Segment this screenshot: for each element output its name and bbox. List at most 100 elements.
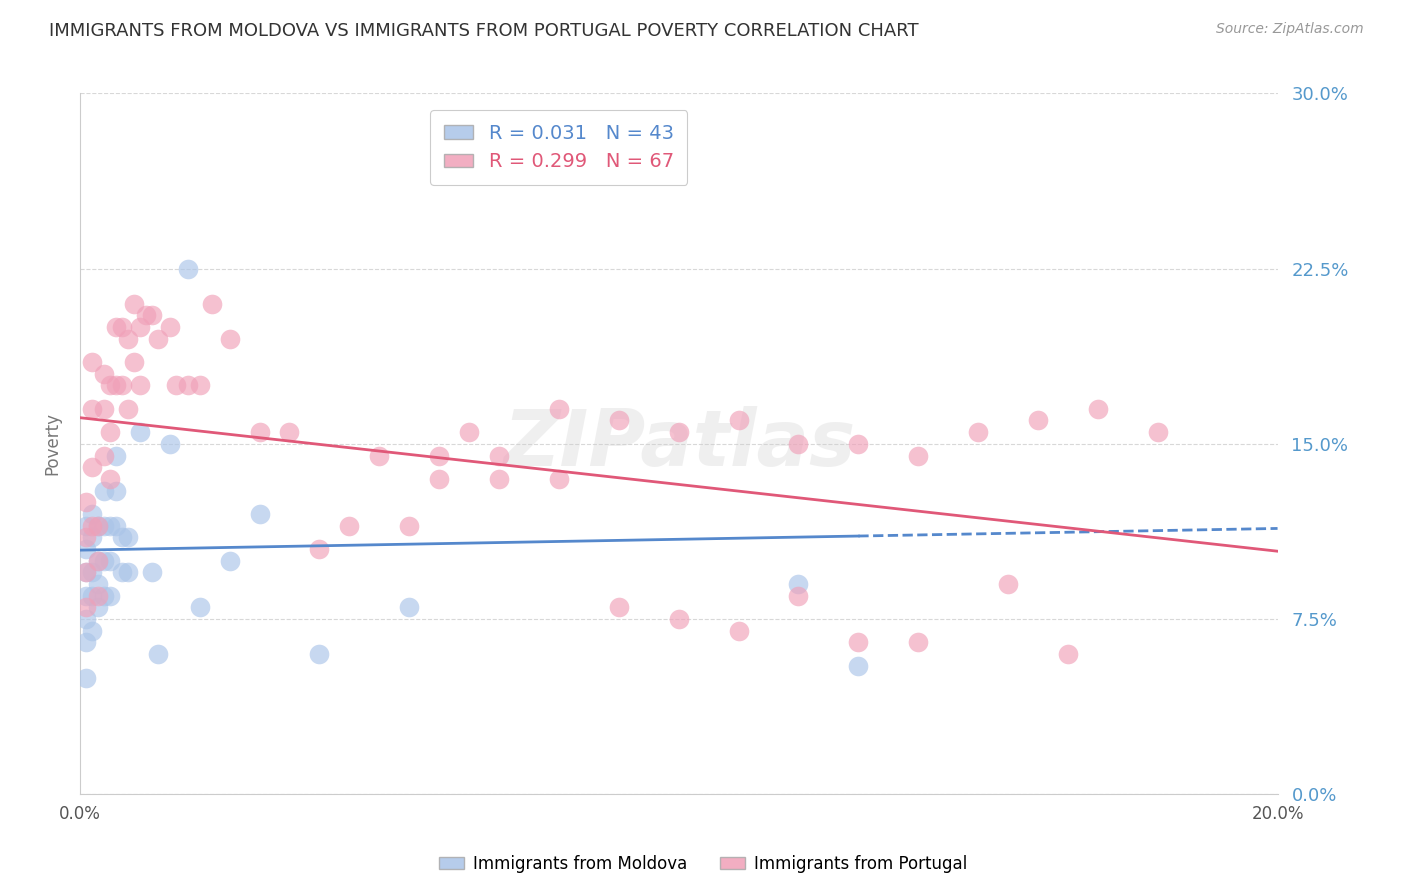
Point <box>87 554 110 568</box>
Point <box>87 589 110 603</box>
Point <box>967 425 990 440</box>
Point <box>75 600 97 615</box>
Legend: Immigrants from Moldova, Immigrants from Portugal: Immigrants from Moldova, Immigrants from… <box>433 848 973 880</box>
Point <box>111 530 134 544</box>
Point <box>87 518 110 533</box>
Point <box>727 624 749 638</box>
Point <box>128 425 150 440</box>
Point <box>907 635 929 649</box>
Point <box>80 589 103 603</box>
Point <box>93 554 115 568</box>
Point <box>218 332 240 346</box>
Point <box>176 378 198 392</box>
Point <box>87 600 110 615</box>
Point <box>80 530 103 544</box>
Y-axis label: Poverty: Poverty <box>44 412 60 475</box>
Point <box>146 332 169 346</box>
Point <box>848 658 870 673</box>
Point <box>128 320 150 334</box>
Point <box>93 401 115 416</box>
Text: Source: ZipAtlas.com: Source: ZipAtlas.com <box>1216 22 1364 37</box>
Point <box>488 472 510 486</box>
Point <box>141 566 163 580</box>
Point <box>75 518 97 533</box>
Point <box>146 647 169 661</box>
Point <box>249 425 271 440</box>
Point <box>75 635 97 649</box>
Point <box>98 378 121 392</box>
Point <box>122 296 145 310</box>
Point <box>668 612 690 626</box>
Point <box>201 296 224 310</box>
Point <box>122 355 145 369</box>
Point <box>308 647 330 661</box>
Point <box>787 577 810 591</box>
Point <box>1146 425 1168 440</box>
Point <box>75 566 97 580</box>
Point <box>98 554 121 568</box>
Point <box>727 413 749 427</box>
Point <box>141 309 163 323</box>
Point <box>787 437 810 451</box>
Point <box>337 518 360 533</box>
Point <box>104 483 127 498</box>
Point <box>75 612 97 626</box>
Point <box>548 472 571 486</box>
Point <box>159 437 181 451</box>
Point <box>104 320 127 334</box>
Point <box>93 449 115 463</box>
Point <box>128 378 150 392</box>
Point <box>848 437 870 451</box>
Point <box>398 600 420 615</box>
Point <box>80 460 103 475</box>
Point <box>104 449 127 463</box>
Point <box>398 518 420 533</box>
Point <box>75 671 97 685</box>
Point <box>93 367 115 381</box>
Point <box>111 378 134 392</box>
Point <box>75 495 97 509</box>
Point <box>427 472 450 486</box>
Point <box>111 320 134 334</box>
Legend: R = 0.031   N = 43, R = 0.299   N = 67: R = 0.031 N = 43, R = 0.299 N = 67 <box>430 110 688 185</box>
Point <box>176 261 198 276</box>
Point <box>249 507 271 521</box>
Text: IMMIGRANTS FROM MOLDOVA VS IMMIGRANTS FROM PORTUGAL POVERTY CORRELATION CHART: IMMIGRANTS FROM MOLDOVA VS IMMIGRANTS FR… <box>49 22 920 40</box>
Point <box>87 577 110 591</box>
Point <box>787 589 810 603</box>
Point <box>607 600 630 615</box>
Point <box>98 425 121 440</box>
Point <box>75 530 97 544</box>
Point <box>458 425 481 440</box>
Point <box>80 507 103 521</box>
Point <box>848 635 870 649</box>
Point <box>1057 647 1080 661</box>
Point <box>458 156 481 170</box>
Point <box>93 518 115 533</box>
Point <box>104 518 127 533</box>
Point <box>80 355 103 369</box>
Point <box>98 472 121 486</box>
Point <box>165 378 187 392</box>
Point <box>159 320 181 334</box>
Point <box>80 566 103 580</box>
Point <box>98 589 121 603</box>
Point <box>218 554 240 568</box>
Point <box>75 589 97 603</box>
Point <box>1026 413 1049 427</box>
Point <box>278 425 301 440</box>
Point <box>93 589 115 603</box>
Point <box>308 541 330 556</box>
Point <box>93 483 115 498</box>
Point <box>80 401 103 416</box>
Point <box>997 577 1019 591</box>
Point <box>117 332 139 346</box>
Point <box>188 600 211 615</box>
Point <box>117 401 139 416</box>
Point <box>907 449 929 463</box>
Point <box>607 413 630 427</box>
Point <box>1087 401 1109 416</box>
Point <box>75 541 97 556</box>
Point <box>75 566 97 580</box>
Point <box>87 518 110 533</box>
